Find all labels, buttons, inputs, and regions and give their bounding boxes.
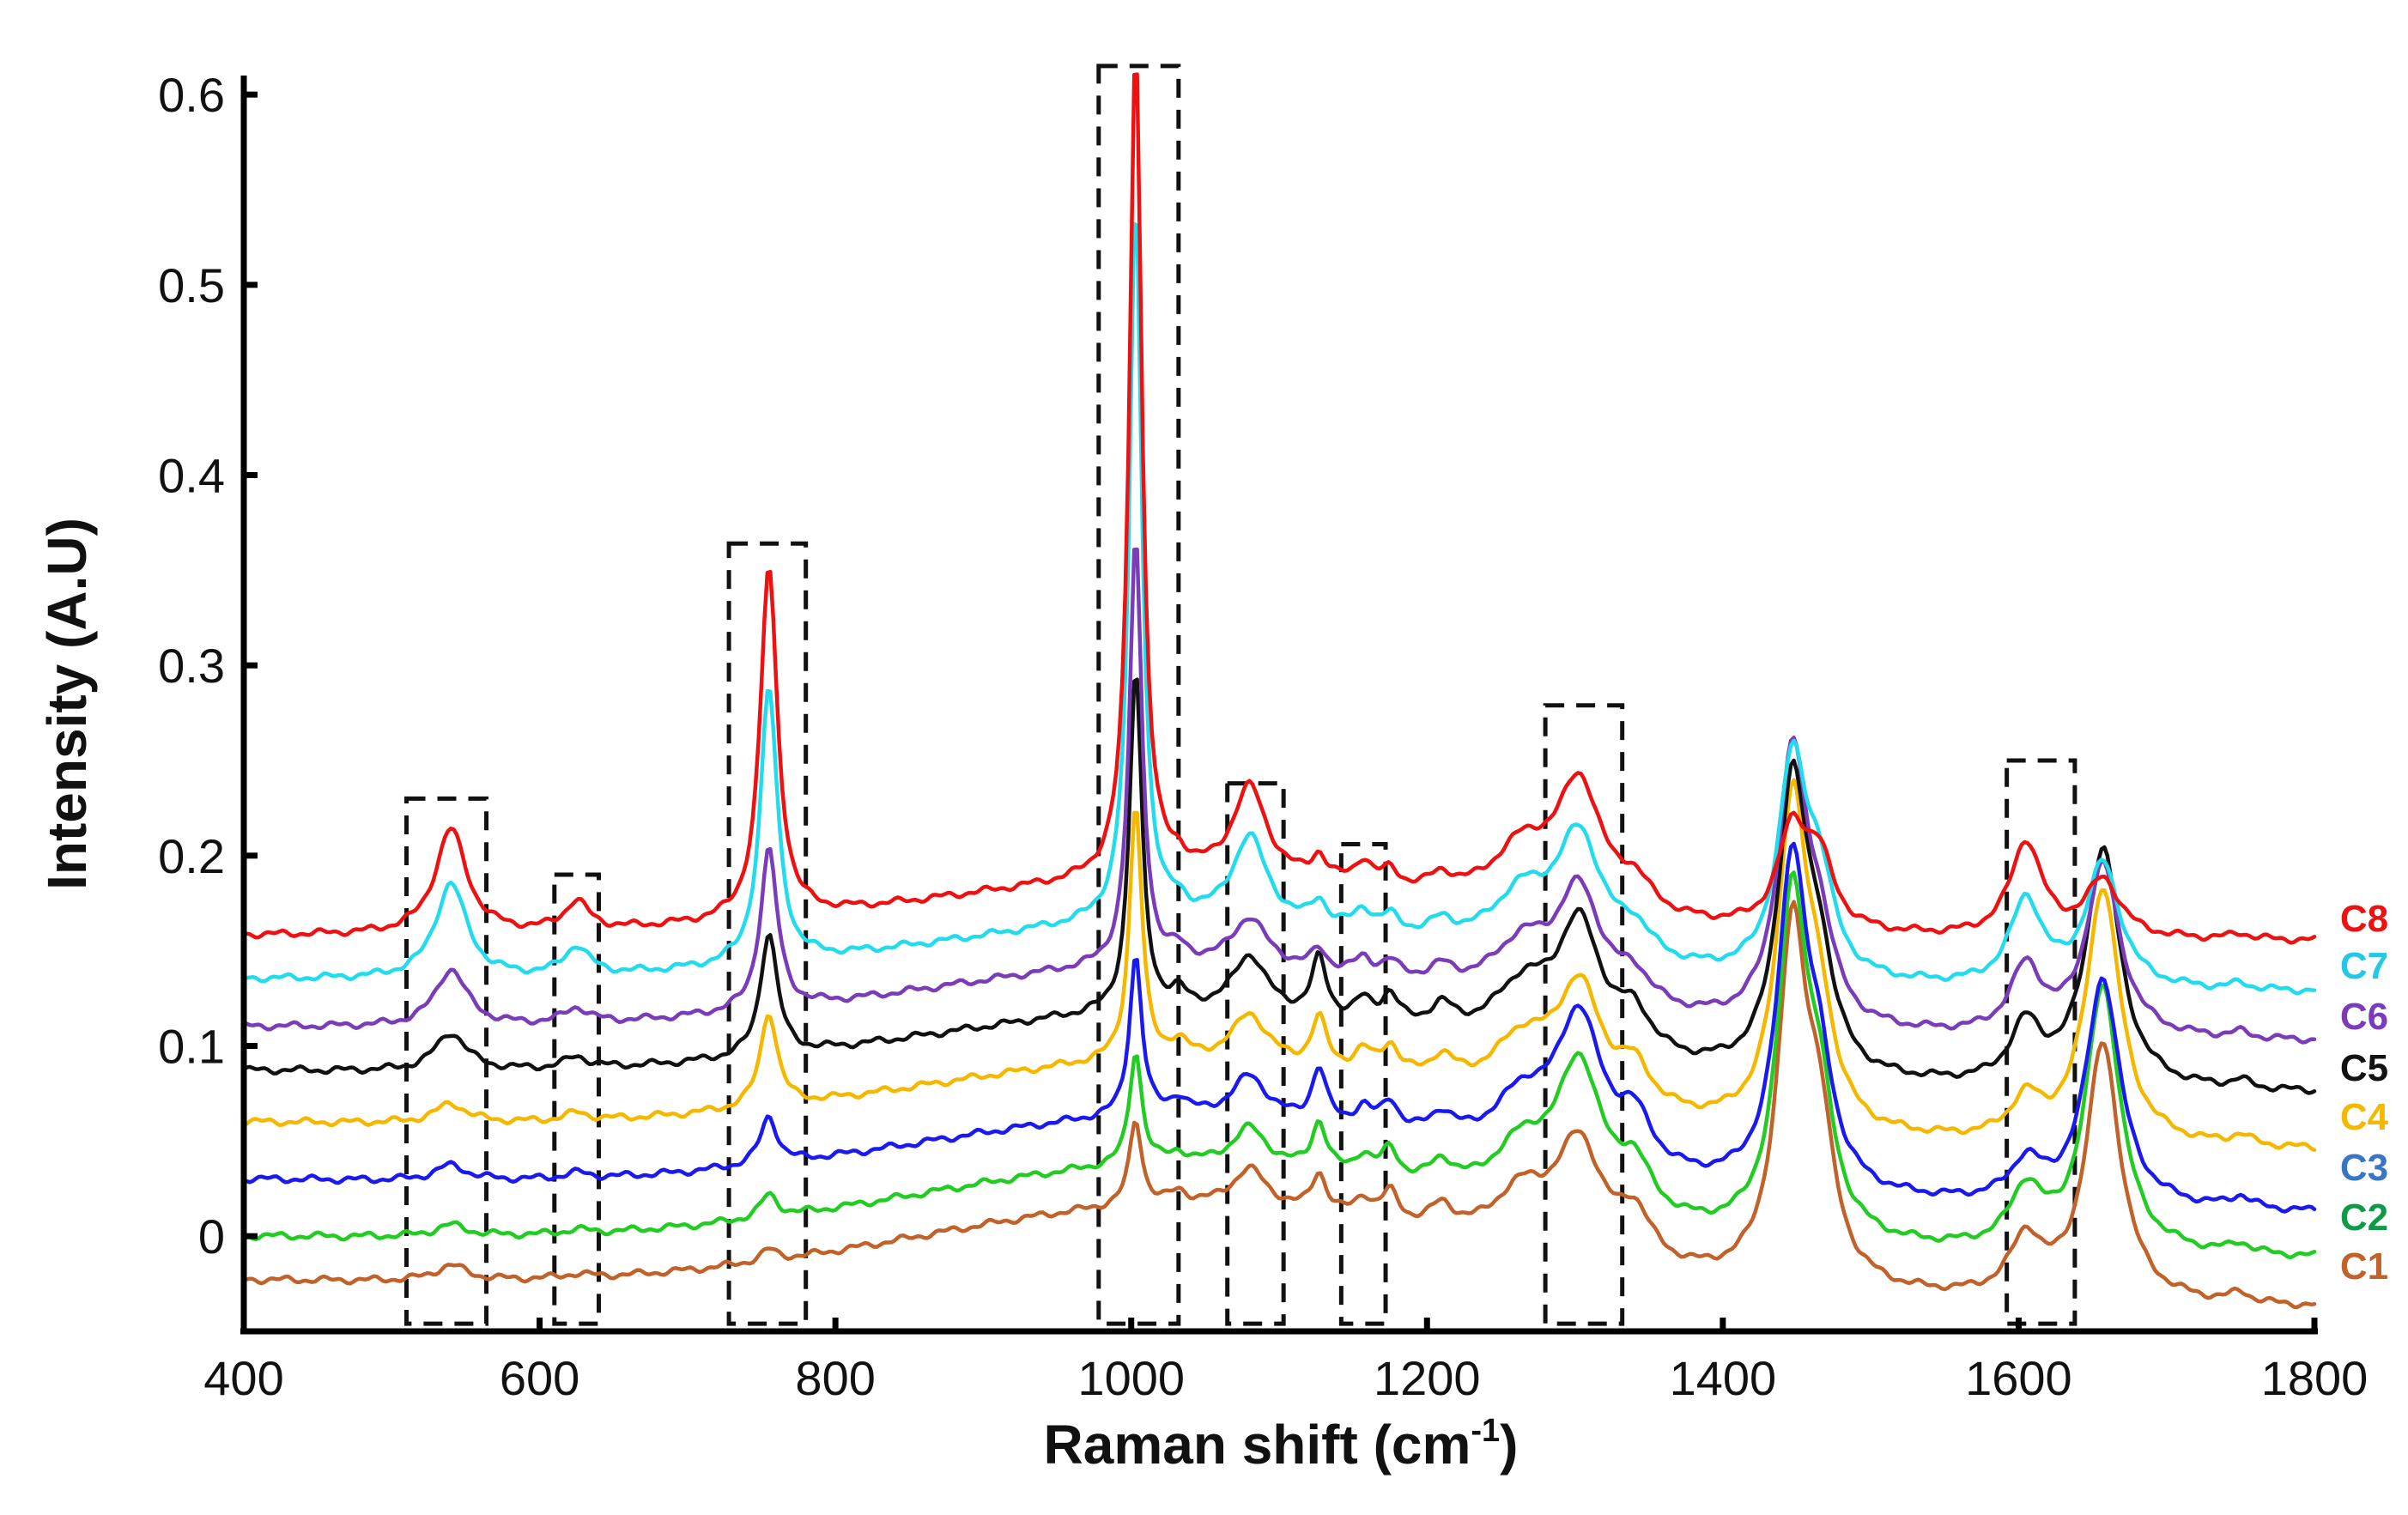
highlight-region-2: [552, 872, 601, 1326]
series-c1-line: [241, 900, 2317, 1310]
series-c7-line: [241, 221, 2317, 996]
y-ticks: 0 0.1 0.2 0.3 0.4 0.5 0.6: [158, 68, 258, 1264]
series-label-c1: C1: [2340, 1245, 2388, 1288]
x-tick-label-1800: 1800: [2261, 1351, 2369, 1405]
highlight-region-5: [1225, 781, 1286, 1326]
highlight-region-4: [1096, 64, 1181, 1326]
y-tick-label-5: 0.5: [158, 258, 225, 312]
series-label-c6: C6: [2340, 996, 2388, 1038]
series-c8-line: [241, 72, 2317, 945]
y-tick-label-6: 0.6: [158, 68, 225, 122]
x-ticks: 400 600 800 1000 1200 1400 1600 1800: [203, 1318, 2368, 1405]
x-tick-label-1200: 1200: [1374, 1351, 1481, 1405]
series-c4-line: [241, 778, 2317, 1153]
y-tick-label-3: 0.3: [158, 639, 225, 693]
series-label-c7: C7: [2340, 945, 2388, 987]
series-c6-line: [241, 547, 2317, 1045]
y-tick-label-2: 0.2: [158, 829, 225, 883]
series-c3-line: [241, 841, 2317, 1214]
x-tick-label-600: 600: [500, 1351, 579, 1405]
series-label-c3: C3: [2340, 1147, 2388, 1189]
series-label-c4: C4: [2340, 1096, 2389, 1138]
highlight-region-3: [726, 541, 809, 1326]
y-tick-label-1: 0.1: [158, 1020, 225, 1074]
x-tick-label-1000: 1000: [1077, 1351, 1185, 1405]
series-label-c5: C5: [2340, 1047, 2388, 1089]
y-tick-label-4: 0.4: [158, 449, 225, 503]
spectra-series: [241, 72, 2317, 1310]
series-labels: C8 C7 C6 C5 C4 C3 C2 C1: [2340, 898, 2389, 1288]
series-c5-line: [241, 677, 2317, 1095]
y-tick-label-0: 0: [198, 1209, 225, 1264]
series-label-c8: C8: [2340, 898, 2388, 940]
highlight-region-7: [1543, 703, 1625, 1326]
x-tick-label-1600: 1600: [1965, 1351, 2072, 1405]
x-tick-label-800: 800: [795, 1351, 875, 1405]
series-label-c2: C2: [2340, 1197, 2388, 1239]
x-tick-label-1400: 1400: [1670, 1351, 1777, 1405]
highlight-region-6: [1338, 842, 1388, 1326]
x-tick-label-400: 400: [203, 1351, 283, 1405]
series-c2-line: [241, 870, 2317, 1260]
x-axis-title: Raman shift (cm-1): [1044, 1413, 1519, 1476]
y-axis-title: Intensity (A.U): [36, 518, 98, 890]
